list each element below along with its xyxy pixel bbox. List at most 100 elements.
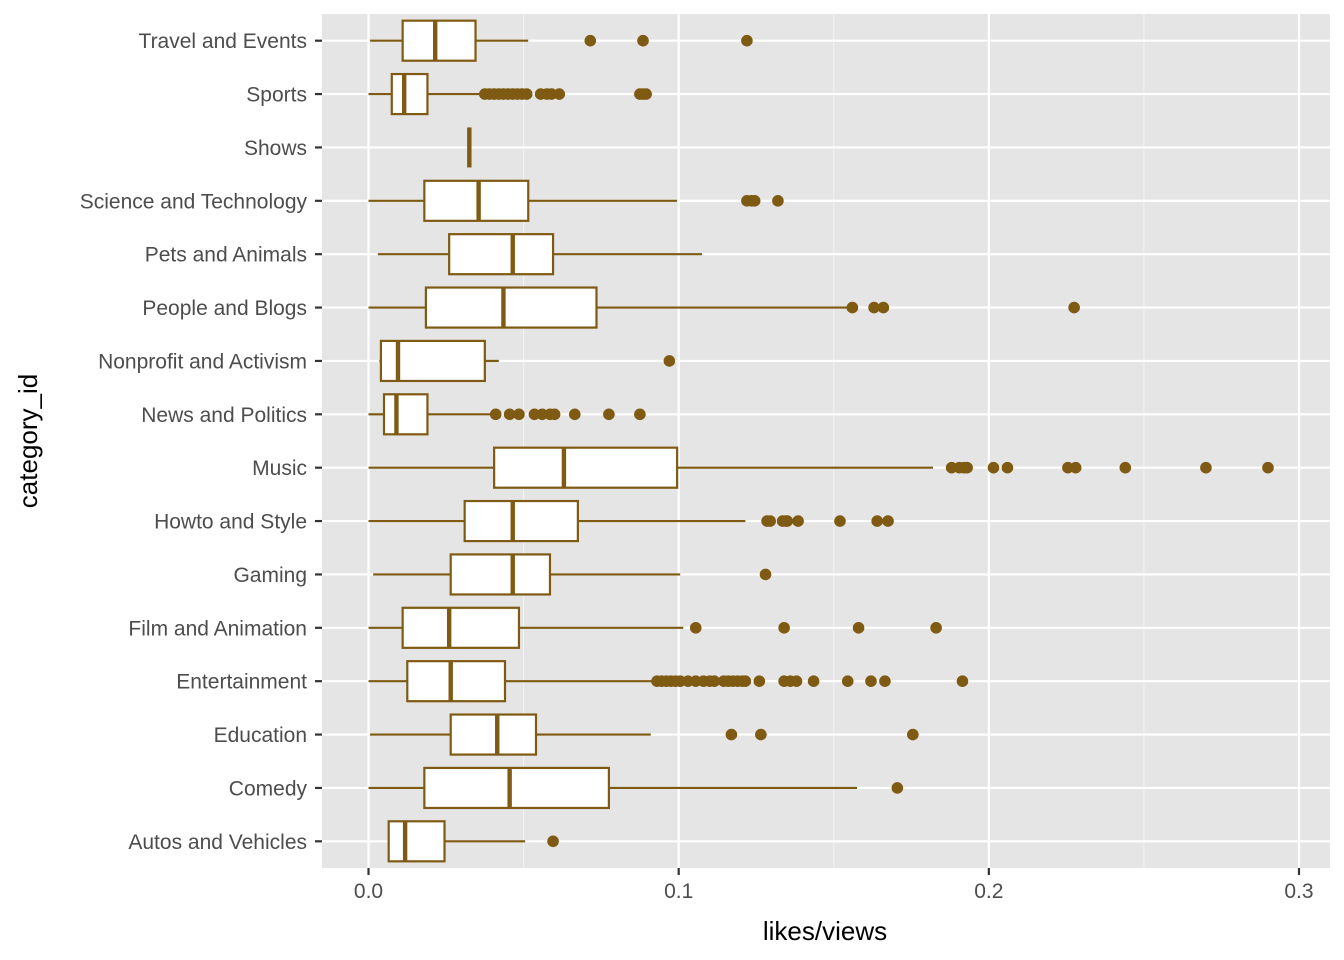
outlier-point — [865, 675, 877, 687]
box-iqr — [449, 713, 538, 756]
y-tick-label: Pets and Animals — [145, 244, 307, 267]
outlier-point — [772, 195, 784, 207]
y-tick-label: Entertainment — [176, 671, 307, 694]
outlier-point — [871, 515, 883, 527]
outlier-point — [1001, 461, 1014, 474]
outlier-point — [603, 408, 615, 421]
outlier-point — [879, 675, 891, 687]
outlier-point — [868, 301, 880, 314]
box-group — [368, 393, 646, 436]
box-group — [368, 179, 784, 222]
box-iqr — [406, 660, 507, 703]
box-iqr — [423, 766, 610, 810]
y-tick-label: Education — [214, 724, 307, 747]
outlier-point — [1262, 461, 1274, 474]
outlier-point — [792, 515, 804, 527]
box-iqr — [448, 233, 555, 276]
box-iqr — [387, 820, 446, 863]
y-axis-title: category_id — [13, 374, 43, 508]
y-tick-label: Science and Technology — [80, 190, 308, 213]
outlier-point — [781, 515, 794, 527]
box-group — [379, 339, 676, 383]
y-tick-label: News and Politics — [141, 404, 307, 427]
outlier-point — [961, 461, 973, 474]
x-tick-label: 0.0 — [354, 880, 383, 903]
outlier-point — [987, 461, 1000, 474]
y-tick-label: Film and Animation — [128, 617, 307, 640]
outlier-point — [520, 88, 533, 100]
y-tick-label: Gaming — [233, 564, 307, 587]
outlier-point — [568, 408, 581, 421]
box-iqr — [463, 499, 579, 543]
x-axis-title: likes/views — [763, 916, 887, 946]
y-tick-label: Howto and Style — [154, 511, 307, 534]
outlier-point — [807, 675, 820, 687]
y-axis: Autos and Vehicles Comedy Education Enterta… — [80, 30, 322, 854]
x-tick-label: 0.2 — [974, 880, 1003, 903]
outlier-point — [489, 408, 502, 421]
outlier-point — [841, 675, 854, 687]
box-group — [368, 499, 894, 543]
box-group — [368, 446, 1274, 489]
outlier-point — [640, 88, 652, 100]
outlier-point — [547, 835, 559, 848]
outlier-point — [637, 34, 649, 47]
outlier-point — [930, 622, 942, 634]
outlier-point — [790, 675, 803, 687]
box-group — [370, 19, 753, 62]
box-iqr — [493, 446, 679, 489]
box-group — [373, 553, 772, 596]
outlier-point — [755, 728, 767, 741]
y-tick-label: Music — [252, 457, 307, 480]
outlier-point — [882, 515, 894, 527]
outlier-point — [907, 728, 919, 741]
outlier-point — [834, 515, 846, 527]
y-tick-label: Autos and Vehicles — [128, 831, 307, 854]
outlier-point — [778, 622, 790, 634]
box-group — [368, 766, 904, 810]
outlier-point — [548, 408, 561, 421]
outlier-point — [663, 355, 676, 367]
x-tick-label: 0.3 — [1284, 880, 1313, 903]
box-group — [368, 286, 1080, 329]
outlier-point — [739, 675, 752, 687]
outlier-point — [1200, 461, 1212, 474]
outlier-point — [634, 408, 646, 421]
outlier-point — [891, 782, 904, 794]
box-group — [370, 713, 919, 756]
boxplot-series — [368, 19, 1274, 863]
y-tick-label: Shows — [244, 137, 307, 160]
box-iqr — [382, 393, 429, 436]
outlier-point — [753, 675, 766, 687]
outlier-point — [956, 675, 969, 687]
outlier-point — [725, 728, 738, 741]
outlier-point — [1119, 461, 1132, 474]
y-tick-label: People and Blogs — [142, 297, 307, 320]
box-group — [387, 820, 559, 863]
outlier-point — [1068, 301, 1080, 314]
outlier-point — [741, 34, 753, 47]
outlier-point — [877, 301, 890, 314]
outlier-point — [748, 195, 761, 207]
y-tick-label: Sports — [246, 84, 307, 107]
outlier-point — [764, 515, 776, 527]
x-tick-label: 0.1 — [664, 880, 693, 903]
outlier-point — [513, 408, 525, 421]
outlier-point — [553, 88, 566, 100]
outlier-point — [1069, 461, 1082, 474]
outlier-point — [503, 408, 516, 421]
box-iqr — [423, 179, 530, 222]
outlier-point — [708, 675, 721, 687]
outlier-point — [689, 622, 702, 634]
y-tick-label: Comedy — [229, 777, 308, 800]
box-group — [377, 233, 702, 276]
box-iqr — [449, 553, 552, 596]
y-tick-label: Travel and Events — [139, 30, 307, 53]
box-iqr — [424, 286, 598, 329]
box-group — [368, 660, 969, 703]
outlier-point — [759, 568, 772, 581]
x-axis: 0.0 0.1 0.2 0.3 — [354, 868, 1314, 903]
box-iqr — [401, 19, 477, 62]
